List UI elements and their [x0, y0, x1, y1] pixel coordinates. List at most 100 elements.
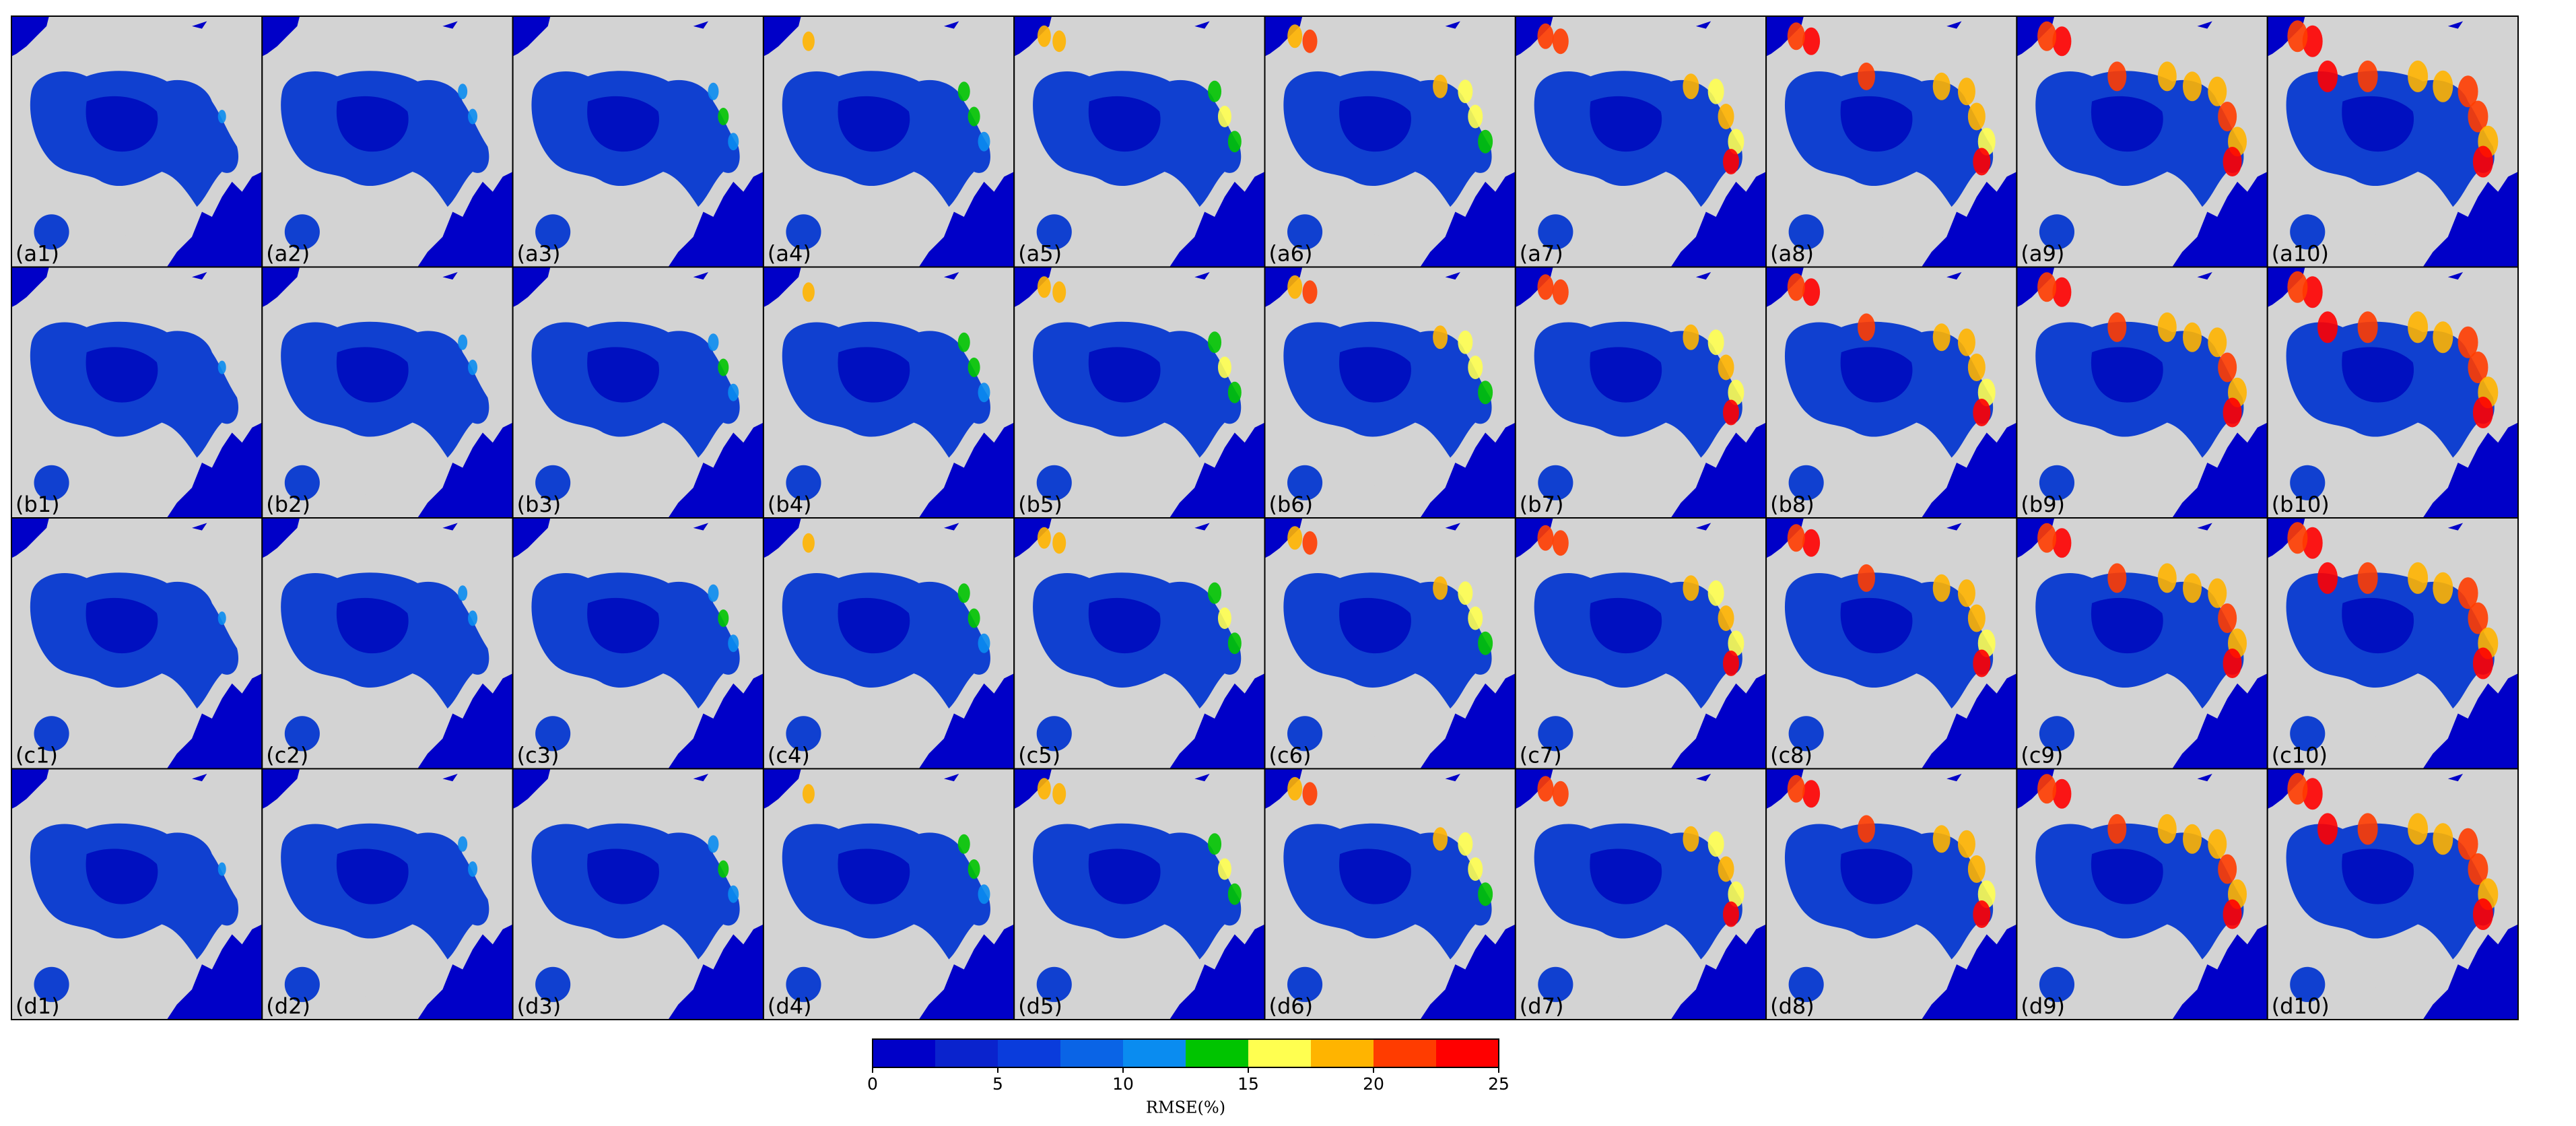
- map-panel: (b4): [762, 266, 1015, 519]
- ice-edge-feature: [2208, 578, 2227, 608]
- basemap: [763, 768, 1015, 1020]
- ice-edge-feature: [1552, 28, 1569, 55]
- ice-edge-feature: [1787, 774, 1805, 803]
- ice-edge-feature: [1802, 27, 1821, 55]
- ice-edge-feature: [1707, 831, 1724, 857]
- panel-label: (c6): [1269, 743, 1312, 768]
- panel-label: (c4): [768, 743, 810, 768]
- colorbar-tick-label: 15: [1238, 1074, 1259, 1094]
- ice-edge-feature: [1787, 22, 1805, 51]
- map-panel: (c2): [261, 517, 514, 770]
- ice-edge-feature: [2037, 21, 2057, 51]
- ice-edge-feature: [1932, 574, 1951, 602]
- ice-edge-feature: [1683, 826, 1699, 852]
- ice-edge-feature: [1537, 525, 1554, 551]
- ice-edge-feature: [1957, 77, 1975, 106]
- ice-edge-feature: [1468, 104, 1483, 129]
- map-panel: (c1): [11, 517, 263, 770]
- ice-edge-feature: [1478, 380, 1493, 405]
- ice-edge-feature: [957, 81, 970, 102]
- ice-edge-feature: [2287, 772, 2308, 805]
- colorbar-segment: [1374, 1039, 1436, 1067]
- ice-edge-feature: [2218, 603, 2237, 633]
- map-panel: (c10): [2266, 517, 2519, 770]
- ice-edge-feature: [1718, 104, 1734, 129]
- ice-edge-feature: [2472, 647, 2493, 680]
- panel-label: (b2): [266, 492, 310, 517]
- ice-edge-feature: [2472, 397, 2493, 429]
- ice-edge-feature: [468, 610, 478, 626]
- ice-edge-feature: [978, 131, 990, 152]
- basemap: [763, 518, 1015, 769]
- colorbar-tick-label: 5: [992, 1074, 1003, 1094]
- basemap: [1264, 518, 1516, 769]
- ice-edge-feature: [1458, 581, 1473, 605]
- map-panel: (b9): [2016, 266, 2268, 519]
- ice-edge-feature: [1728, 630, 1744, 657]
- panel-label: (a1): [15, 241, 59, 267]
- ice-edge-feature: [1932, 825, 1951, 853]
- ice-edge-feature: [2157, 814, 2177, 844]
- panel-label: (d3): [517, 993, 562, 1019]
- basemap: [512, 267, 764, 518]
- ice-edge-feature: [1718, 856, 1734, 882]
- map-panel: (d5): [1013, 768, 1266, 1020]
- ice-edge-feature: [1433, 576, 1448, 600]
- ice-edge-feature: [728, 133, 739, 151]
- ice-edge-feature: [2357, 813, 2378, 845]
- ice-edge-feature: [1052, 532, 1066, 554]
- basemap: [262, 768, 513, 1020]
- ice-edge-feature: [2408, 311, 2429, 343]
- panel-label: (d7): [1520, 993, 1564, 1019]
- ice-edge-feature: [1037, 527, 1051, 549]
- ice-edge-feature: [1227, 632, 1242, 655]
- ice-edge-feature: [1217, 858, 1231, 880]
- ice-edge-feature: [2183, 71, 2202, 102]
- ice-edge-feature: [2218, 102, 2237, 131]
- panel-label: (a7): [1520, 241, 1563, 267]
- ice-edge-feature: [708, 584, 719, 602]
- ice-edge-feature: [1728, 881, 1744, 907]
- ice-edge-feature: [2208, 76, 2227, 106]
- ice-edge-feature: [1552, 279, 1569, 305]
- ice-edge-feature: [1718, 354, 1734, 380]
- ice-edge-feature: [2433, 321, 2453, 354]
- ice-edge-feature: [458, 836, 468, 852]
- ice-edge-feature: [718, 358, 729, 376]
- ice-edge-feature: [1967, 604, 1986, 632]
- map-panel: (c7): [1514, 517, 1767, 770]
- ice-edge-feature: [458, 585, 468, 601]
- map-panel: (c3): [512, 517, 764, 770]
- ice-edge-feature: [1858, 62, 1876, 90]
- ice-edge-feature: [1208, 80, 1222, 102]
- ice-edge-feature: [2302, 527, 2323, 559]
- ice-edge-feature: [1433, 827, 1448, 851]
- panel-label: (b6): [1269, 492, 1314, 517]
- map-panel: (a2): [261, 15, 514, 268]
- basemap: [11, 518, 263, 769]
- ice-edge-feature: [1707, 78, 1724, 104]
- colorbar-tick-label: 10: [1112, 1074, 1134, 1094]
- ice-edge-feature: [2433, 823, 2453, 855]
- ice-edge-feature: [957, 332, 970, 352]
- basemap: [1014, 16, 1265, 267]
- map-panel: (d7): [1514, 768, 1767, 1020]
- ice-edge-feature: [458, 334, 468, 350]
- map-panel: (b1): [11, 266, 263, 519]
- ice-edge-feature: [728, 634, 739, 653]
- ice-edge-feature: [1722, 399, 1739, 426]
- basemap: [1014, 768, 1265, 1020]
- ice-edge-feature: [2052, 528, 2072, 558]
- ice-edge-feature: [1957, 579, 1975, 607]
- ice-edge-feature: [2052, 779, 2072, 809]
- map-panel: (a8): [1765, 15, 2018, 268]
- ice-edge-feature: [2357, 60, 2378, 92]
- ice-edge-feature: [1208, 582, 1222, 604]
- ice-edge-feature: [2357, 562, 2378, 594]
- colorbar-segment: [1311, 1039, 1374, 1067]
- ice-edge-feature: [968, 859, 980, 879]
- ice-edge-feature: [968, 106, 980, 127]
- map-panel: (b6): [1264, 266, 1516, 519]
- map-panel: (a7): [1514, 15, 1767, 268]
